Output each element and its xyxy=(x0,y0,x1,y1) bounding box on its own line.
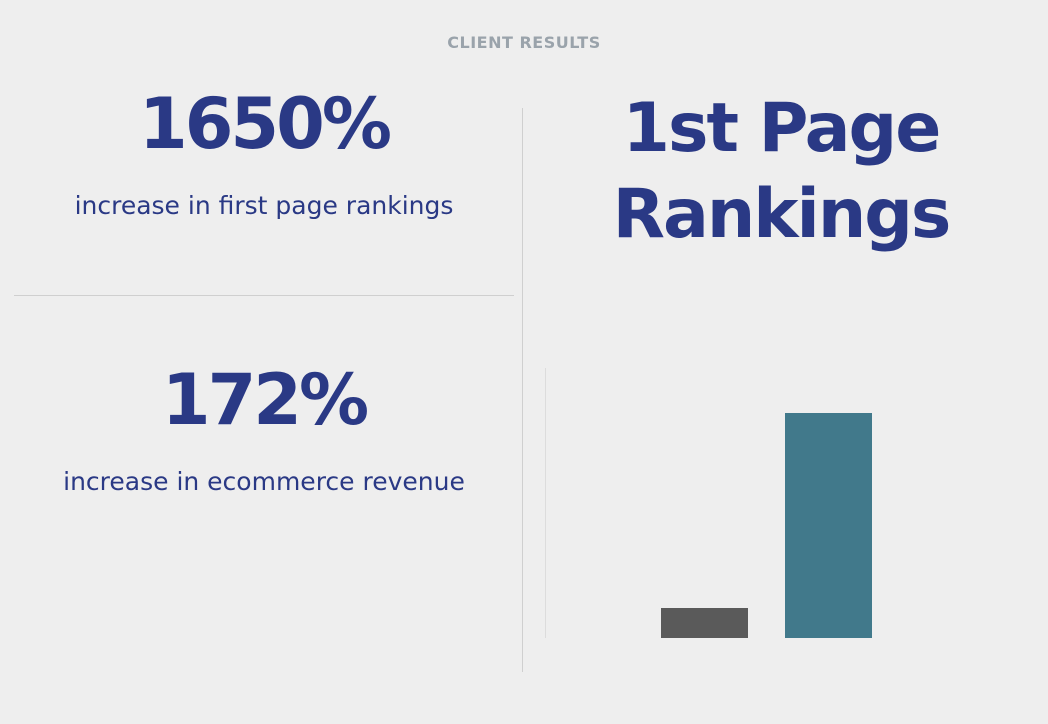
stat-caption: increase in first page rankings xyxy=(74,191,454,220)
bar-1 xyxy=(661,608,748,638)
horizontal-divider xyxy=(14,295,514,296)
stat-first-page-rankings: 1650% increase in first page rankings xyxy=(14,86,514,221)
section-label: CLIENT RESULTS xyxy=(447,33,601,52)
stat-value: 1650% xyxy=(139,83,392,165)
chart-title-line-1: 1st Page xyxy=(622,89,942,168)
stat-value: 172% xyxy=(161,359,369,441)
vertical-divider xyxy=(522,108,523,672)
chart-title-line-2: Rankings xyxy=(612,175,952,254)
chart-title: 1st Page Rankings xyxy=(530,86,1032,258)
bar-chart xyxy=(545,368,872,638)
stat-caption: increase in ecommerce revenue xyxy=(63,467,465,496)
stat-ecommerce-revenue: 172% increase in ecommerce revenue xyxy=(14,362,514,497)
bar-2 xyxy=(785,413,872,638)
